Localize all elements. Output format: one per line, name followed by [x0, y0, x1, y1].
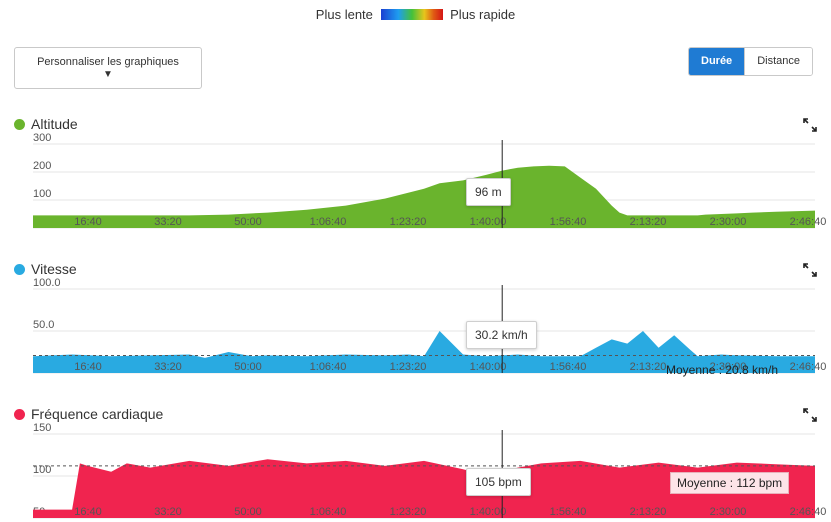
speed-gradient-swatch — [380, 9, 443, 21]
altitude-title-text: Altitude — [31, 116, 78, 132]
series-area — [33, 165, 815, 228]
altitude-title: Altitude — [14, 116, 78, 132]
y-tick-label: 50.0 — [33, 319, 54, 331]
x-tick-label: 2:46:40 — [790, 361, 827, 373]
expand-icon[interactable] — [803, 263, 817, 277]
speed-dot — [14, 264, 25, 275]
x-tick-label: 1:06:40 — [310, 216, 347, 228]
legend-fast-label: Plus rapide — [450, 7, 516, 23]
toggle-duration-button[interactable]: Durée — [689, 48, 745, 75]
altitude-dot — [14, 119, 25, 130]
altitude-chart[interactable]: 300200100016:4033:2050:001:06:401:23:201… — [0, 116, 831, 251]
x-tick-label: 50:00 — [234, 506, 262, 518]
x-tick-label: 1:06:40 — [310, 506, 347, 518]
expand-icon[interactable] — [803, 118, 817, 132]
heart-rate-panel: Fréquence cardiaque 1501005016:4033:2050… — [0, 406, 831, 522]
altitude-panel: Altitude 300200100016:4033:2050:001:06:4… — [0, 116, 831, 251]
x-tick-label: 16:40 — [74, 361, 102, 373]
speed-average-label: Moyenne : 20.8 km/h — [666, 363, 779, 377]
y-tick-label: 300 — [33, 132, 51, 144]
x-tick-label: 1:23:20 — [390, 361, 427, 373]
x-tick-label: 16:40 — [74, 506, 102, 518]
x-tick-label: 1:56:40 — [550, 216, 587, 228]
legend-slow-label: Plus lente — [315, 7, 373, 23]
x-tick-label: 50:00 — [234, 216, 262, 228]
speed-title: Vitesse — [14, 261, 77, 277]
x-tick-label: 33:20 — [154, 216, 182, 228]
speed-title-text: Vitesse — [31, 261, 77, 277]
speed-panel: Vitesse 100.050.00.016:4033:2050:001:06:… — [0, 261, 831, 396]
x-tick-label: 2:13:20 — [630, 506, 667, 518]
heart-rate-tooltip: 105 bpm — [466, 468, 531, 496]
altitude-tooltip: 96 m — [466, 178, 511, 206]
expand-icon[interactable] — [803, 408, 817, 422]
series-area — [33, 331, 815, 373]
heart-rate-chart[interactable]: 1501005016:4033:2050:001:06:401:23:201:4… — [0, 406, 831, 522]
x-tick-label: 33:20 — [154, 506, 182, 518]
customize-charts-label: Personnaliser les graphiques — [37, 56, 179, 68]
x-tick-label: 1:56:40 — [550, 361, 587, 373]
y-tick-label: 150 — [33, 422, 51, 434]
x-tick-label: 50:00 — [234, 361, 262, 373]
axis-mode-toggle[interactable]: Durée Distance — [688, 47, 813, 76]
x-tick-label: 2:46:40 — [790, 506, 827, 518]
heart-rate-title-text: Fréquence cardiaque — [31, 406, 164, 422]
x-tick-label: 2:30:00 — [710, 361, 747, 373]
heart-rate-dot — [14, 409, 25, 420]
x-tick-label: 1:23:20 — [390, 506, 427, 518]
speed-color-legend: Plus lente Plus rapide — [0, 6, 831, 22]
x-tick-label: 1:40:00 — [470, 216, 507, 228]
x-tick-label: 2:13:20 — [630, 216, 667, 228]
x-tick-label: 1:40:00 — [470, 361, 507, 373]
x-tick-label: 33:20 — [154, 361, 182, 373]
x-tick-label: 2:46:40 — [790, 216, 827, 228]
y-tick-label: 100 — [33, 188, 51, 200]
y-tick-label: 200 — [33, 160, 51, 172]
x-tick-label: 16:40 — [74, 216, 102, 228]
x-tick-label: 2:13:20 — [630, 361, 667, 373]
chevron-down-icon: ▼ — [103, 69, 113, 80]
customize-charts-dropdown[interactable]: Personnaliser les graphiques ▼ — [14, 47, 202, 89]
x-tick-label: 1:23:20 — [390, 216, 427, 228]
x-tick-label: 2:30:00 — [710, 216, 747, 228]
heart-rate-title: Fréquence cardiaque — [14, 406, 163, 422]
y-tick-label: 100 — [33, 464, 51, 476]
x-tick-label: 1:56:40 — [550, 506, 587, 518]
x-tick-label: 1:40:00 — [470, 506, 507, 518]
y-tick-label: 100.0 — [33, 277, 61, 289]
series-area — [33, 459, 815, 518]
speed-tooltip: 30.2 km/h — [466, 321, 537, 349]
x-tick-label: 1:06:40 — [310, 361, 347, 373]
toggle-distance-button[interactable]: Distance — [744, 48, 812, 75]
x-tick-label: 2:30:00 — [710, 506, 747, 518]
heart-rate-average-label: Moyenne : 112 bpm — [670, 472, 790, 494]
